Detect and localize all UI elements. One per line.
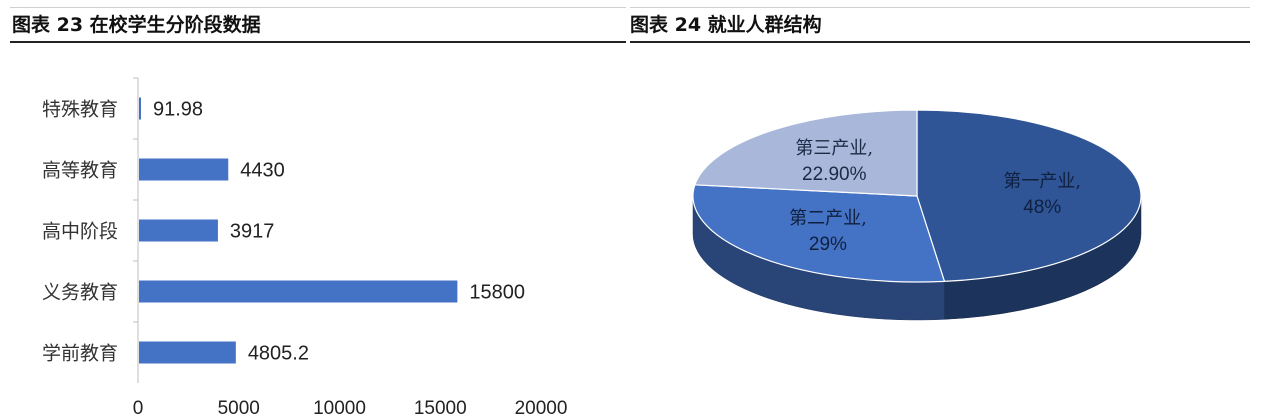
bar bbox=[139, 219, 218, 242]
bar-category-label: 高中阶段 bbox=[42, 221, 118, 243]
left-top-rule bbox=[10, 7, 626, 8]
student-stage-bar-chart: 特殊教育 91.98 高等教育 4430 高中阶段 3917 义务教育 15800 学前教育 48… bbox=[42, 77, 568, 416]
pie-slice-name-label: 第一产业, bbox=[1003, 171, 1081, 192]
bar bbox=[139, 97, 141, 120]
pie-slice bbox=[916, 109, 1142, 282]
pie-slice-percent-label: 29% bbox=[809, 234, 847, 255]
right-top-rule bbox=[630, 7, 1250, 8]
bar bbox=[139, 341, 236, 364]
pie-slice bbox=[692, 184, 946, 283]
pie-slice bbox=[694, 109, 918, 197]
bar bbox=[139, 280, 458, 303]
left-figure-title: 图表 23 在校学生分阶段数据 bbox=[12, 14, 261, 36]
pie-slice-percent-label: 48% bbox=[1023, 197, 1061, 218]
bar-x-tick-label: 15000 bbox=[414, 398, 467, 416]
bar-value-label: 4430 bbox=[240, 160, 285, 182]
bar-category-label: 学前教育 bbox=[42, 343, 118, 365]
pie-slice-name-label: 第三产业, bbox=[795, 138, 873, 159]
right-figure-title: 图表 24 就业人群结构 bbox=[630, 14, 822, 36]
bar-x-tick-label: 20000 bbox=[515, 398, 568, 416]
bar-value-label: 15800 bbox=[469, 282, 525, 304]
bar-category-label: 义务教育 bbox=[42, 282, 118, 304]
bar-value-label: 4805.2 bbox=[248, 343, 309, 365]
bar-category-label: 特殊教育 bbox=[42, 99, 118, 121]
bar bbox=[139, 158, 229, 181]
bar-x-tick-label: 0 bbox=[133, 398, 144, 416]
pie-slice-percent-label: 22.90% bbox=[802, 164, 867, 185]
bar-x-tick-label: 10000 bbox=[313, 398, 366, 416]
bar-category-label: 高等教育 bbox=[42, 160, 118, 182]
left-title-rule bbox=[10, 41, 626, 43]
bar-value-label: 3917 bbox=[230, 221, 275, 243]
bar-value-label: 91.98 bbox=[153, 99, 203, 121]
right-title-rule bbox=[630, 41, 1250, 43]
pie-slice-name-label: 第二产业, bbox=[789, 208, 867, 229]
bar-x-tick-label: 5000 bbox=[218, 398, 260, 416]
